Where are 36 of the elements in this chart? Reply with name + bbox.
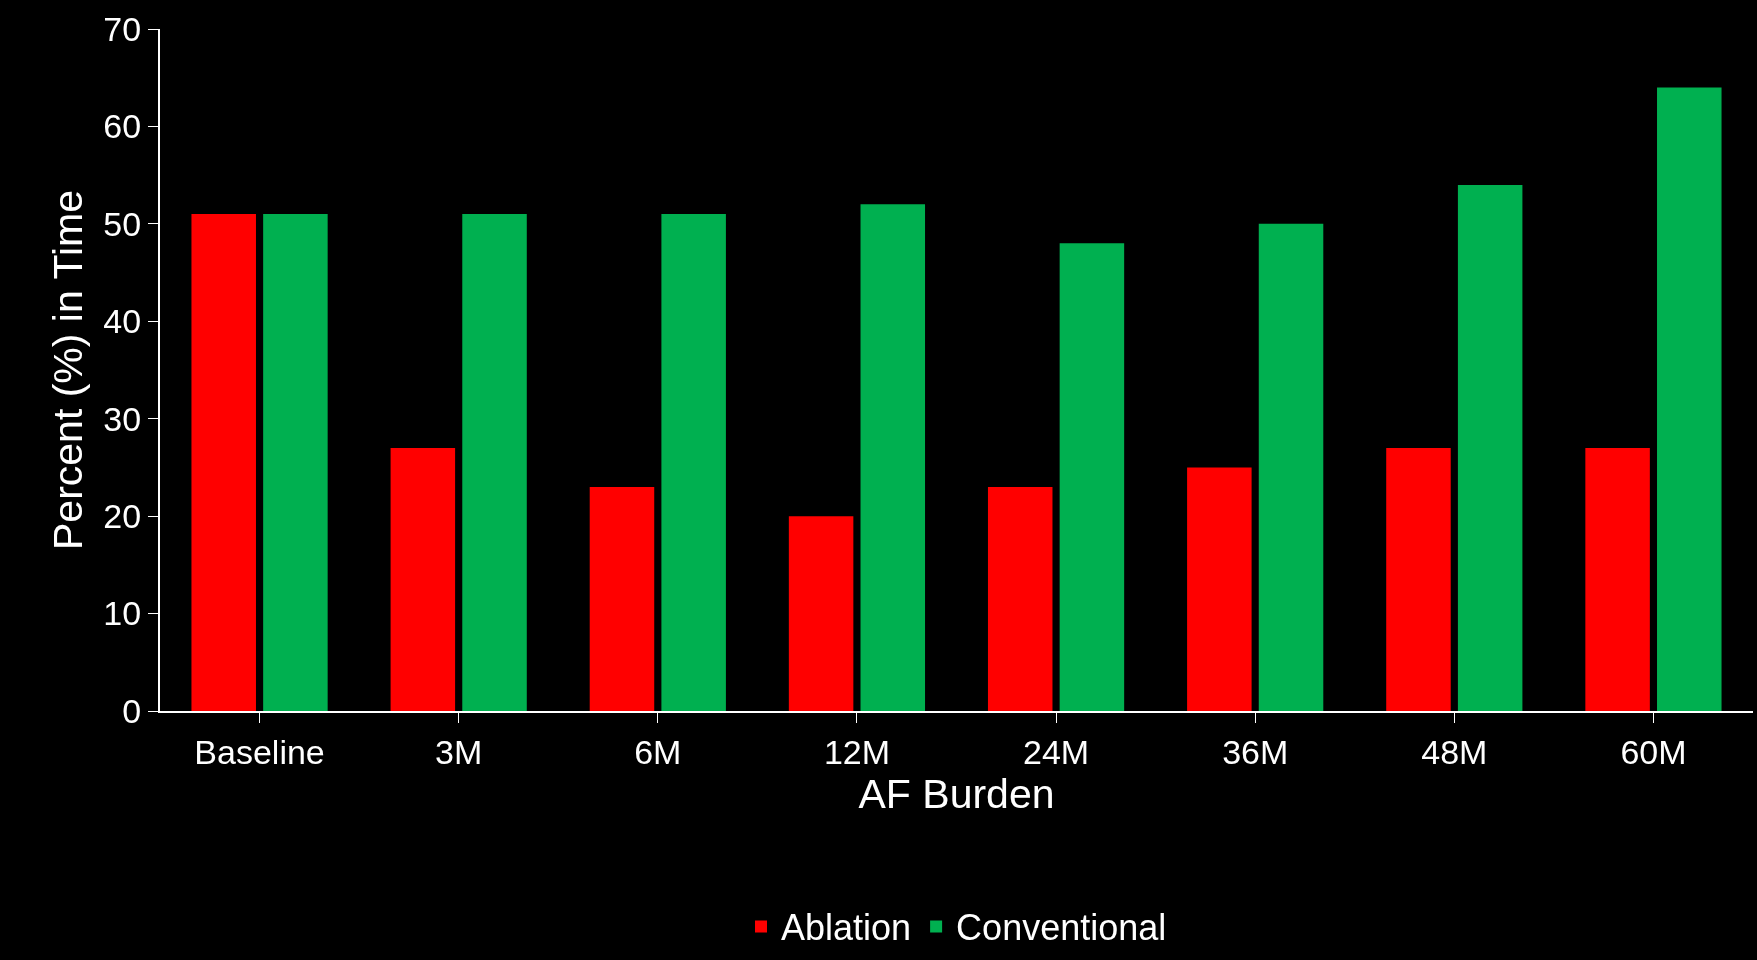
y-tick-label: 10 bbox=[103, 594, 142, 633]
bar bbox=[191, 214, 256, 711]
bar bbox=[462, 214, 527, 711]
x-tick-label: 12M bbox=[823, 732, 891, 771]
x-tick-label: 24M bbox=[1022, 732, 1090, 771]
legend-label: Ablation bbox=[781, 907, 912, 949]
bar bbox=[1657, 87, 1722, 711]
bar bbox=[1585, 447, 1650, 711]
bar bbox=[263, 214, 328, 711]
bar bbox=[788, 516, 854, 711]
bar bbox=[390, 447, 456, 711]
y-axis-title: Percent (%) in Time bbox=[45, 190, 92, 550]
y-tick-label: 0 bbox=[122, 691, 142, 730]
y-tick-label: 50 bbox=[103, 204, 142, 243]
y-tick-label: 70 bbox=[103, 9, 142, 48]
y-tick-label: 20 bbox=[103, 497, 142, 536]
y-tick-label: 40 bbox=[103, 302, 142, 341]
bar bbox=[589, 486, 655, 711]
x-tick-label: 3M bbox=[435, 732, 483, 771]
bar bbox=[1059, 243, 1125, 711]
y-tick-label: 60 bbox=[103, 107, 142, 146]
bar bbox=[661, 214, 726, 711]
x-tick-label: Baseline bbox=[194, 732, 325, 771]
bar bbox=[1187, 467, 1252, 711]
x-tick-label: 6M bbox=[634, 732, 682, 771]
bar bbox=[1386, 447, 1451, 711]
x-axis-title: AF Burden bbox=[858, 770, 1055, 817]
y-tick-label: 30 bbox=[103, 399, 142, 438]
x-tick-label: 60M bbox=[1620, 732, 1687, 771]
x-tick-label: 36M bbox=[1222, 732, 1289, 771]
bar bbox=[1258, 223, 1324, 711]
bar bbox=[987, 486, 1053, 711]
x-tick-label: 48M bbox=[1421, 732, 1488, 771]
legend-label: Conventional bbox=[956, 907, 1167, 949]
bar bbox=[860, 204, 926, 711]
bar bbox=[1457, 184, 1523, 711]
